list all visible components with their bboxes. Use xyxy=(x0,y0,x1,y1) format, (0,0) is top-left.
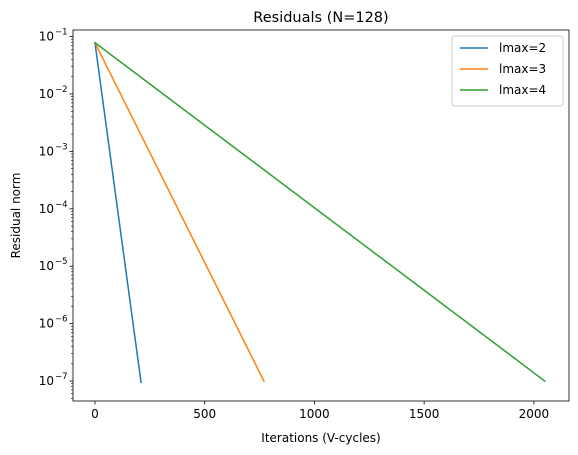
legend-label: lmax=2 xyxy=(499,41,546,55)
x-tick-label: 2000 xyxy=(519,407,550,421)
y-tick-label: 10 xyxy=(39,374,54,388)
legend: lmax=2 lmax=3 lmax=4 xyxy=(452,36,563,106)
x-axis-label: Iterations (V-cycles) xyxy=(261,431,380,445)
y-tick-exponent: −1 xyxy=(55,28,68,38)
x-tick-label: 1000 xyxy=(299,407,330,421)
y-tick-exponent: −2 xyxy=(55,85,68,95)
y-axis-label: Residual norm xyxy=(9,173,23,259)
y-tick-label: 10 xyxy=(39,259,54,273)
y-axis: 10−710−610−510−410−310−210−1 xyxy=(39,28,73,399)
y-tick-exponent: −5 xyxy=(55,257,68,267)
y-tick-label: 10 xyxy=(39,144,54,158)
y-tick-label: 10 xyxy=(39,202,54,216)
legend-label: lmax=4 xyxy=(499,83,546,97)
x-tick-label: 1500 xyxy=(409,407,440,421)
x-tick-label: 0 xyxy=(91,407,99,421)
x-tick-label: 500 xyxy=(193,407,216,421)
y-tick-label: 10 xyxy=(39,87,54,101)
y-tick-exponent: −6 xyxy=(55,315,68,325)
series-line-lmax=2 xyxy=(95,43,141,383)
y-tick-label: 10 xyxy=(39,317,54,331)
series-line-lmax=3 xyxy=(95,43,264,381)
y-tick-exponent: −4 xyxy=(55,200,68,210)
y-tick-label: 10 xyxy=(39,30,54,44)
x-axis: 0 500 1000 1500 2000 xyxy=(91,401,549,421)
y-tick-exponent: −3 xyxy=(55,142,68,152)
y-tick-exponent: −7 xyxy=(55,372,68,382)
legend-label: lmax=3 xyxy=(499,62,546,76)
chart-title: Residuals (N=128) xyxy=(253,10,388,26)
